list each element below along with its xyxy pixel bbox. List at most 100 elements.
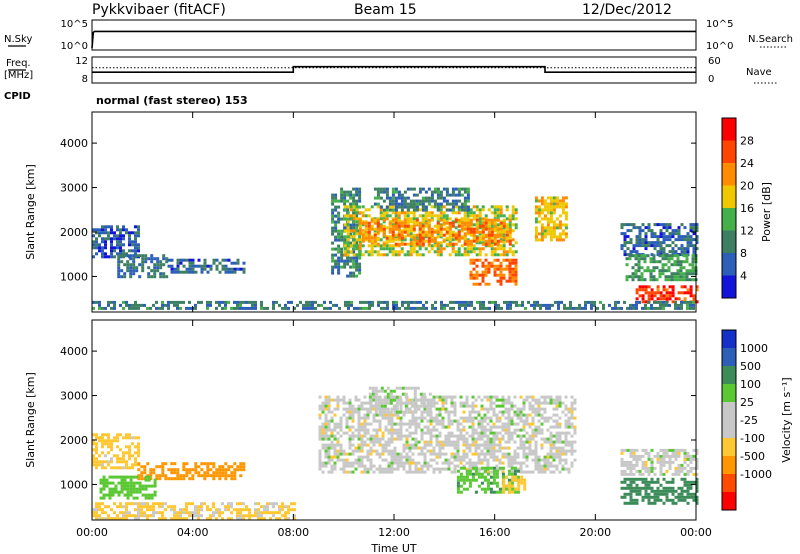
heatmap-cell [466,221,470,225]
heatmap-cell [564,226,568,230]
heatmap-cell [626,460,630,464]
heatmap-cell [348,428,352,432]
heatmap-cell [221,511,224,515]
heatmap-cell [429,434,433,438]
heatmap-cell [436,217,440,221]
heatmap-cell [372,437,376,441]
heatmap-cell [502,481,506,485]
heatmap-cell [689,244,693,248]
heatmap-cell [161,303,164,307]
heatmap-cell [212,261,216,265]
heatmap-cell [373,196,377,200]
heatmap-cell [489,490,493,494]
heatmap-cell [459,431,463,435]
heatmap-cell [441,467,445,471]
cpid-label: CPID [4,91,31,102]
heatmap-cell [375,437,379,441]
heatmap-cell [525,419,529,423]
heatmap-cell [540,458,544,462]
heatmap-cell [557,303,560,307]
heatmap-cell [471,443,475,447]
heatmap-cell [662,241,666,245]
heatmap-cell [457,211,461,215]
heatmap-cell [659,247,663,251]
heatmap-cell [644,226,648,230]
heatmap-cell [505,484,509,488]
heatmap-cell [486,422,490,426]
heatmap-cell [552,455,556,459]
heatmap-cell [496,218,500,222]
heatmap-cell [471,434,475,438]
heatmap-cell [677,454,681,458]
freq-tick-bottom: 8 [82,74,88,85]
heatmap-cell [668,457,672,461]
heatmap-cell [638,457,642,461]
heatmap-cell [405,455,409,459]
heatmap-cell [564,232,568,236]
heatmap-cell [287,306,290,310]
heatmap-cell [373,227,377,231]
heatmap-cell [418,221,422,225]
heatmap-cell [203,261,207,265]
heatmap-cell [122,249,125,253]
heatmap-cell [504,407,508,411]
heatmap-cell [321,461,325,465]
heatmap-cell [487,230,491,234]
heatmap-cell [686,306,689,310]
heatmap-cell [203,471,207,475]
heatmap-cell [417,446,421,450]
heatmap-cell [490,250,494,254]
heatmap-cell [367,239,371,243]
heatmap-cell [478,224,482,228]
heatmap-cell [487,270,491,274]
heatmap-cell [314,306,317,310]
heatmap-cell [483,475,487,479]
heatmap-cell [137,228,140,232]
heatmap-cell [450,434,454,438]
heatmap-cell [557,306,560,310]
heatmap-cell [468,467,472,471]
heatmap-cell [398,306,401,310]
heatmap-cell [405,470,409,474]
heatmap-cell [384,467,388,471]
heatmap-cell [492,481,496,485]
heatmap-cell [394,199,398,203]
heatmap-cell [514,250,518,254]
heatmap-cell [423,416,427,420]
heatmap-cell [408,449,412,453]
heatmap-cell [367,221,371,225]
heatmap-cell [686,501,690,505]
heatmap-cell [531,431,535,435]
heatmap-cell [508,481,512,485]
heatmap-cell [682,254,686,258]
heatmap-cell [227,505,230,509]
heatmap-cell [495,434,499,438]
heatmap-cell [153,275,157,279]
heatmap-cell [350,303,353,307]
heatmap-cell [143,471,147,475]
heatmap-cell [233,270,237,274]
heatmap-cell [637,263,641,267]
heatmap-cell [355,223,359,227]
heatmap-cell [390,428,394,432]
heatmap-cell [662,448,666,452]
heatmap-cell [110,517,113,521]
heatmap-cell [474,431,478,435]
heatmap-cell [641,288,645,292]
heatmap-cell [683,489,687,493]
heatmap-cell [119,457,122,461]
heatmap-cell [692,457,696,461]
heatmap-cell [451,247,455,251]
heatmap-cell [173,303,176,307]
heatmap-cell [197,300,200,304]
heatmap-cell [182,468,186,472]
heatmap-cell [540,211,544,215]
heatmap-cell [365,300,368,304]
heatmap-cell [357,464,361,468]
heatmap-cell [498,431,502,435]
heatmap-cell [412,244,416,248]
heatmap-cell [667,260,671,264]
heatmap-cell [531,437,535,441]
heatmap-cell [498,461,502,465]
heatmap-cell [101,439,104,443]
